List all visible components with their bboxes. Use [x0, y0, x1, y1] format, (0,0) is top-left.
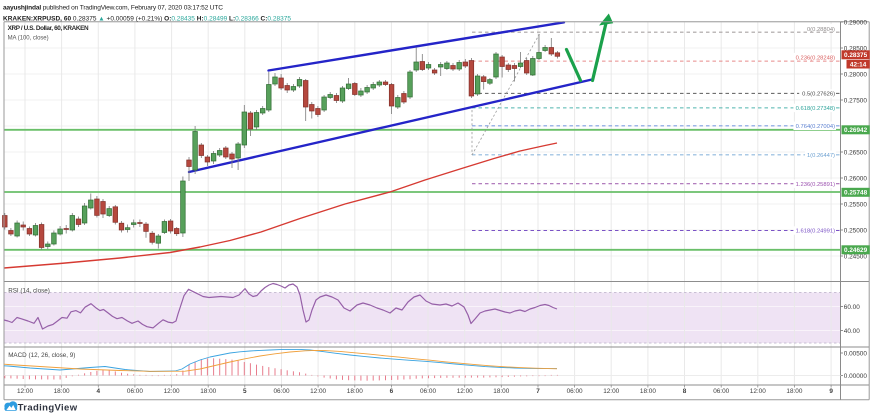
svg-text:KRAKEN:XRPUSD, 60 0.28375 ▲ +0: KRAKEN:XRPUSD, 60 0.28375 ▲ +0.00059 (+0… [3, 15, 291, 22]
svg-text:0.26000: 0.26000 [844, 175, 868, 182]
svg-text:18:00: 18:00 [786, 388, 802, 395]
svg-text:18:00: 18:00 [640, 388, 656, 395]
svg-text:12:00: 12:00 [750, 388, 766, 395]
svg-text:12:00: 12:00 [164, 388, 180, 395]
svg-text:18:00: 18:00 [347, 388, 363, 395]
svg-text:0.28375: 0.28375 [844, 52, 868, 59]
svg-text:40.00: 40.00 [844, 328, 860, 335]
svg-text:9: 9 [829, 388, 833, 395]
svg-text:0(0.28804): 0(0.28804) [807, 27, 835, 33]
svg-text:0.28500: 0.28500 [844, 45, 868, 52]
svg-text:0.27500: 0.27500 [844, 97, 868, 104]
svg-text:TradingView: TradingView [18, 402, 78, 413]
svg-text:8: 8 [683, 388, 687, 395]
svg-text:0.25000: 0.25000 [844, 227, 868, 234]
svg-text:18:00: 18:00 [54, 388, 70, 395]
svg-text:5: 5 [243, 388, 247, 395]
svg-text:0.26942: 0.26942 [844, 127, 868, 134]
svg-text:06:00: 06:00 [567, 388, 583, 395]
svg-text:RSI (14, close): RSI (14, close) [8, 288, 50, 295]
svg-text:1(0.26447): 1(0.26447) [807, 153, 835, 159]
svg-text:XRP / U.S. Dollar, 60, KRAKEN: XRP / U.S. Dollar, 60, KRAKEN [8, 25, 89, 32]
svg-text:12:00: 12:00 [17, 388, 33, 395]
svg-text:0.764(0.27004): 0.764(0.27004) [796, 124, 835, 130]
svg-text:42:14: 42:14 [850, 62, 867, 69]
svg-text:MA (100, close): MA (100, close) [8, 36, 49, 42]
svg-text:0.00500: 0.00500 [844, 350, 868, 357]
svg-text:4: 4 [97, 388, 101, 395]
svg-text:1.236(0.25891): 1.236(0.25891) [796, 182, 835, 188]
svg-text:6: 6 [390, 388, 394, 395]
svg-text:06:00: 06:00 [127, 388, 143, 395]
svg-text:1.618(0.24991): 1.618(0.24991) [796, 229, 835, 235]
svg-text:12:00: 12:00 [310, 388, 326, 395]
svg-text:18:00: 18:00 [200, 388, 216, 395]
svg-text:0.28000: 0.28000 [844, 71, 868, 78]
svg-text:0.26500: 0.26500 [844, 149, 868, 156]
svg-text:0.24629: 0.24629 [844, 247, 868, 254]
svg-text:0.5(0.27626): 0.5(0.27626) [802, 92, 835, 98]
svg-text:18:00: 18:00 [493, 388, 509, 395]
svg-text:06:00: 06:00 [274, 388, 290, 395]
svg-text:0.29000: 0.29000 [844, 19, 868, 26]
svg-text:0.00000: 0.00000 [844, 373, 868, 380]
svg-text:12:00: 12:00 [457, 388, 473, 395]
svg-text:0.25748: 0.25748 [844, 190, 868, 197]
svg-text:0.25500: 0.25500 [844, 201, 868, 208]
svg-text:06:00: 06:00 [713, 388, 729, 395]
svg-text:aayushjindal published on Trad: aayushjindal published on TradingView.co… [3, 5, 223, 12]
svg-text:0.618(0.27348): 0.618(0.27348) [796, 106, 835, 112]
svg-text:12:00: 12:00 [603, 388, 619, 395]
svg-text:0.236(0.28248): 0.236(0.28248) [796, 56, 835, 62]
svg-text:MACD (12, 26, close, 9): MACD (12, 26, close, 9) [8, 352, 75, 359]
svg-text:60.00: 60.00 [844, 304, 860, 311]
svg-text:0.24500: 0.24500 [844, 253, 868, 260]
svg-text:06:00: 06:00 [420, 388, 436, 395]
svg-text:7: 7 [536, 388, 540, 395]
